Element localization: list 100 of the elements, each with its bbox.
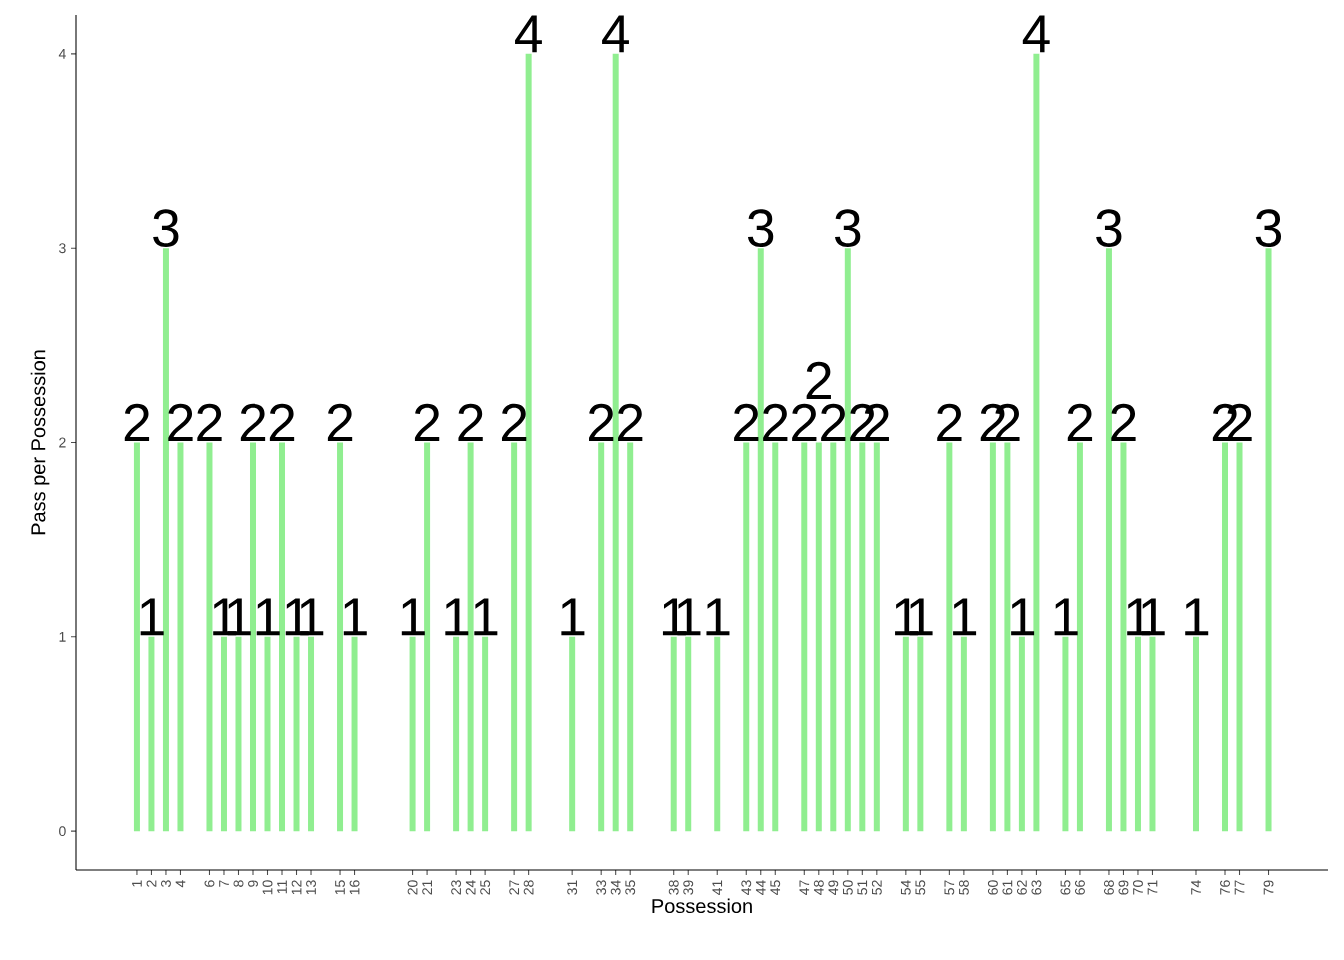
x-tick-label: 25 <box>480 880 491 895</box>
x-tick-label: 61 <box>1002 880 1013 895</box>
bar <box>206 442 213 832</box>
bar <box>1033 53 1040 832</box>
bar <box>162 248 169 832</box>
bar <box>235 636 242 832</box>
data-label: 4 <box>602 15 629 53</box>
bar <box>424 442 431 832</box>
data-label: 2 <box>269 403 295 442</box>
x-tick-label: 35 <box>625 880 636 895</box>
bar <box>627 442 634 832</box>
bar <box>830 442 837 832</box>
data-label: 4 <box>515 15 542 53</box>
x-tick-label: 20 <box>407 880 418 895</box>
x-tick-label: 63 <box>1031 880 1042 895</box>
data-label: 3 <box>835 209 861 248</box>
y-tick-label: 4 <box>58 49 66 59</box>
x-tick-label: 24 <box>465 880 476 895</box>
x-tick-label: 1 <box>132 880 142 887</box>
data-label: 1 <box>140 598 164 636</box>
x-tick-label: 43 <box>741 880 752 895</box>
bar <box>308 636 315 832</box>
x-tick-label: 52 <box>871 880 882 895</box>
bar <box>844 248 851 832</box>
bar <box>1222 442 1229 832</box>
data-label: 1 <box>401 598 425 636</box>
data-label: 2 <box>1111 403 1136 442</box>
x-tick-label: 44 <box>755 880 766 895</box>
x-tick-label: 48 <box>813 880 824 895</box>
bar <box>1149 636 1156 832</box>
data-label: 2 <box>734 403 759 442</box>
bar <box>714 636 721 832</box>
bar <box>148 636 155 832</box>
x-tick-label: 51 <box>857 880 868 895</box>
bar <box>772 442 779 832</box>
x-tick-label: 74 <box>1191 880 1201 895</box>
bar <box>264 636 271 832</box>
data-label: 2 <box>589 403 614 442</box>
bar <box>1004 442 1011 832</box>
bar <box>960 636 967 832</box>
data-label: 2 <box>168 403 193 442</box>
bar <box>1265 248 1272 832</box>
x-tick-label: 62 <box>1016 880 1027 895</box>
x-tick-label: 55 <box>915 880 926 895</box>
x-tick-label: 66 <box>1074 880 1085 895</box>
x-tick-label: 77 <box>1234 880 1245 895</box>
x-tick-label: 3 <box>161 880 171 887</box>
bar <box>989 442 996 832</box>
x-tick-label: 47 <box>799 880 810 895</box>
x-tick-label: 33 <box>596 880 607 895</box>
data-label: 3 <box>1096 209 1122 248</box>
x-tick-label: 23 <box>451 880 462 895</box>
x-tick-label: 76 <box>1220 880 1230 895</box>
x-tick-label: 34 <box>610 880 621 895</box>
x-tick-label: 31 <box>567 880 578 895</box>
x-axis-title: Possession <box>652 898 752 914</box>
bar <box>453 636 460 832</box>
x-tick-label: 10 <box>262 880 273 895</box>
bar <box>249 442 256 832</box>
bar <box>917 636 924 832</box>
data-label: 2 <box>240 403 266 442</box>
bar <box>337 442 344 832</box>
bar <box>1192 636 1199 832</box>
data-label: 1 <box>561 598 585 636</box>
bar <box>612 53 619 832</box>
data-label: 1 <box>1054 598 1078 636</box>
bar <box>293 636 300 832</box>
bar <box>525 53 532 832</box>
data-label: 3 <box>153 209 179 248</box>
x-tick-label: 60 <box>987 880 998 895</box>
x-tick-label: 70 <box>1133 880 1143 895</box>
bar <box>177 442 184 832</box>
bar <box>1105 248 1112 832</box>
y-tick-label: 0 <box>59 826 66 837</box>
bar <box>598 442 605 832</box>
x-tick-label: 79 <box>1263 880 1274 895</box>
bar <box>815 442 822 832</box>
x-tick-label: 9 <box>248 880 258 887</box>
x-tick-label: 45 <box>770 880 781 895</box>
x-tick-label: 16 <box>349 880 360 895</box>
bar <box>1236 442 1243 832</box>
data-label: 2 <box>821 403 846 442</box>
data-label: 1 <box>474 598 498 636</box>
x-tick-label: 68 <box>1104 880 1114 895</box>
data-label: 2 <box>501 403 527 442</box>
x-tick-label: 65 <box>1060 880 1071 895</box>
x-tick-label: 4 <box>175 880 186 888</box>
data-label: 2 <box>806 361 831 400</box>
bar <box>569 636 576 832</box>
x-tick-label: 12 <box>291 880 302 895</box>
y-tick-label: 3 <box>59 243 66 254</box>
x-tick-label: 54 <box>900 880 911 895</box>
data-label: 1 <box>706 598 730 636</box>
bar <box>743 442 750 832</box>
data-label: 2 <box>414 403 440 442</box>
bar <box>1076 442 1083 832</box>
x-tick-label: 27 <box>509 880 520 895</box>
data-label: 2 <box>792 403 817 442</box>
data-label: 2 <box>1067 403 1093 442</box>
x-tick-label: 8 <box>233 880 244 887</box>
